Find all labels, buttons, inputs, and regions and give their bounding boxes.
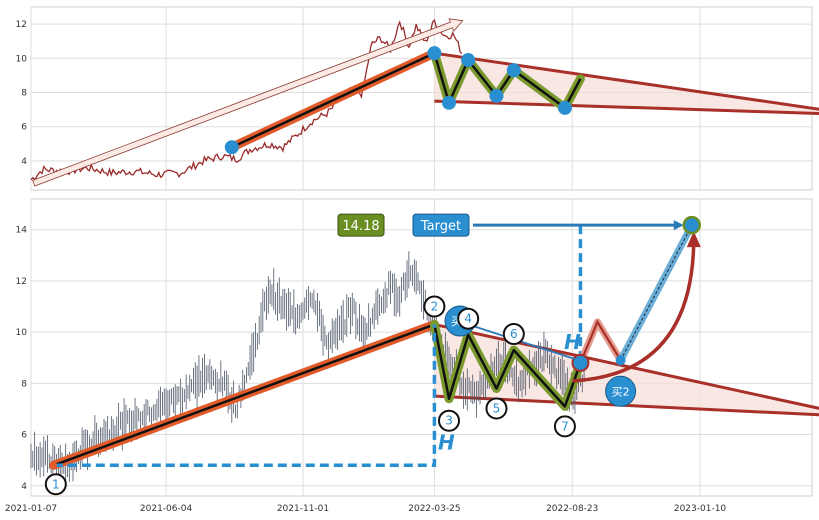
x-tick-label: 2021-06-04 [140,504,193,514]
x-tick-label: 2022-03-25 [408,504,460,514]
pivot-label-2: 2 [431,299,439,313]
bottom-y-tick-label: 10 [16,328,28,338]
buy2-target-arrow-shaft [617,227,693,362]
curved-arrow-path [572,237,696,383]
pivot-label-7: 7 [561,419,569,433]
top-pivot-marker [427,46,442,61]
top-y-tick-label: 10 [16,54,28,64]
top-y-tick-label: 8 [21,89,27,99]
x-tick-label: 2021-11-01 [277,504,329,514]
pivot-label-3: 3 [445,414,453,428]
bottom-y-tick-label: 6 [21,431,27,441]
buy2-badge-text: 买2 [612,385,630,398]
pivot-label-circle [553,415,576,438]
top-y-tick-label: 4 [21,157,27,167]
buy2-badge [605,375,637,407]
projected-zigzag-core [579,319,622,364]
target-label-box [412,213,470,237]
bottom-y-tick-label: 8 [21,379,27,389]
top-y-tick-label: 12 [16,20,27,30]
buy1-pointer-line [469,324,575,360]
target-value-text: 14.18 [342,219,379,234]
bottom-triangle-lower-line [434,394,819,417]
target-arrow-head [673,220,684,231]
pivot-label-circle [457,307,480,330]
x-tick-label: 2023-01-10 [674,504,727,514]
pivot-label-5: 5 [493,401,501,415]
top-pivot-marker [442,95,457,110]
buy2-marker [615,355,626,366]
pivot-label-4: 4 [464,312,472,326]
buy1-marker [571,353,590,372]
pivot-label-circle [502,323,525,346]
pivot-label-6: 6 [510,327,518,341]
top-pivot-marker [461,53,476,68]
bottom-trend-line-core [53,323,435,467]
bottom-y-tick-label: 14 [16,226,28,236]
pivot-label-circle [438,409,461,432]
top-triangle-upper-line [434,51,819,111]
pivot-label-circle [485,397,508,420]
h-label-upper: H [564,330,581,354]
bottom-zigzag-core [433,324,582,408]
h-measure-dashed [53,324,437,468]
top-price-chart: 4 6 8 10 12 [16,6,819,191]
target-value-box [337,213,385,237]
top-y-tick-label: 6 [21,123,27,133]
x-tick-label: 2022-08-23 [546,504,598,514]
x-tick-label: 2021-01-07 [5,504,57,514]
top-start-marker [224,140,239,155]
top-pivot-marker [557,100,572,115]
top-pivot-marker [489,88,504,103]
h-label-lower: H [438,430,455,454]
top-pivot-marker [506,63,521,78]
target-label-text: Target [420,219,461,234]
target-marker [682,215,702,235]
pivot-label-1: 1 [52,477,60,491]
pivot-label-circle [423,295,446,318]
top-triangle-lower-line [434,99,819,116]
curved-arrow-head [686,231,701,248]
bottom-y-tick-label: 4 [21,482,27,492]
top-trend-line-core [231,52,435,149]
bottom-y-tick-label: 12 [16,277,27,287]
top-trend-arrow [32,18,464,187]
bottom-start-marker [50,462,57,469]
pivot-label-circle [44,473,67,496]
